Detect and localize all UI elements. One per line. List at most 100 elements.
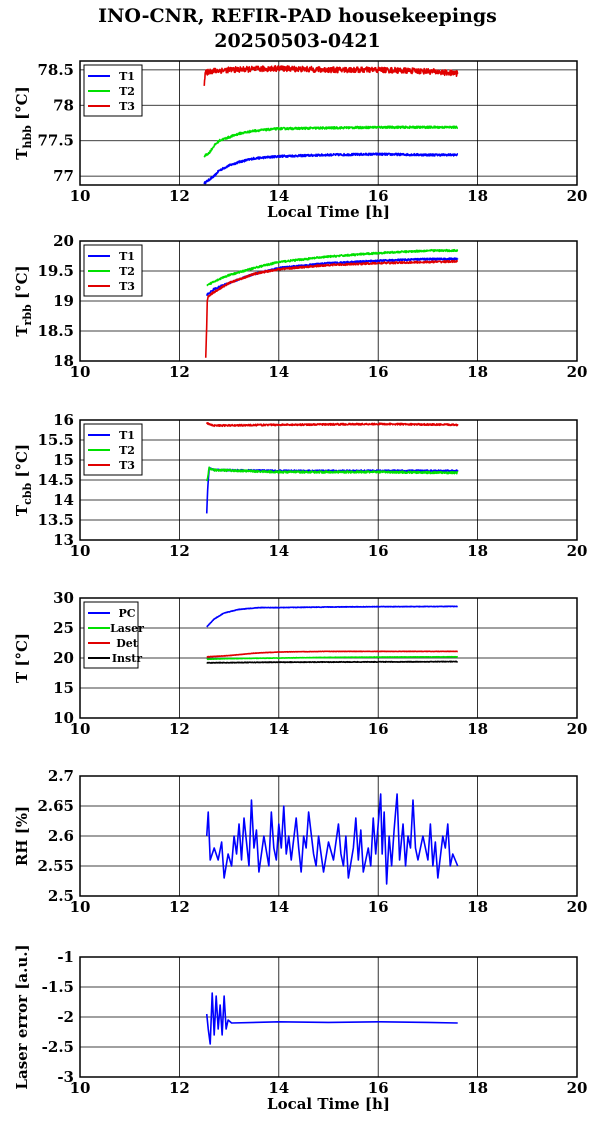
plot-frame [79, 419, 578, 541]
chart-tcbb: 10 12 14 16 18 20 13 13.5 14 14.5 15 15.5 16 Tcbb [°C… [13, 411, 587, 560]
legend-label: Instr [112, 652, 142, 665]
x-tick-label: 12 [169, 187, 190, 205]
series-line-t2 [206, 248, 459, 287]
title-line-2: 20250503-0421 [214, 30, 381, 52]
y-tick-label: 14.5 [37, 471, 74, 489]
legend: T1 T2 T3 [83, 64, 143, 117]
y-tick-label: 20 [53, 649, 74, 667]
x-tick-label: 16 [368, 720, 389, 738]
y-tick-label: 15.5 [37, 431, 74, 449]
x-tick-label: 18 [467, 1079, 488, 1097]
y-tick-label: 2.6 [48, 827, 74, 845]
legend-label: T3 [119, 459, 135, 472]
x-tick-label: 16 [368, 1079, 389, 1097]
series-line-t3 [203, 65, 459, 86]
legend-label: T1 [119, 429, 135, 442]
x-tick-label: 10 [70, 542, 91, 560]
y-tick-label: -2 [57, 1008, 74, 1026]
page-title: INO-CNR, REFIR-PAD housekeepings 2025050… [0, 4, 595, 54]
y-tick-label: 2.55 [37, 857, 74, 875]
x-tick-label: 20 [567, 720, 588, 738]
x-tick-label: 18 [467, 898, 488, 916]
plot-frame [79, 775, 578, 897]
x-tick-label: 16 [368, 542, 389, 560]
y-tick-label: 2.5 [48, 887, 74, 905]
x-tick-label: 20 [567, 542, 588, 560]
series-line-t2 [203, 125, 459, 158]
y-tick-label: 16 [53, 411, 74, 429]
y-tick-label: 2.65 [37, 797, 74, 815]
y-axis-label: Tcbb [°C] [13, 444, 34, 516]
legend-label: T3 [119, 280, 135, 293]
plot-frame [79, 597, 578, 719]
plot-frame [79, 956, 578, 1078]
series-line-laser [206, 655, 459, 661]
y-tick-label: 10 [53, 709, 74, 727]
y-tick-label: 19.5 [37, 262, 74, 280]
y-tick-label: 77 [53, 167, 74, 185]
series-line-t3 [205, 421, 459, 428]
y-tick-label: -1 [57, 948, 74, 966]
series-line-t1 [203, 152, 459, 185]
chart-thbb: 10 12 14 16 18 20 77 77.5 78 78.5 Local Time [h] Th… [13, 60, 588, 221]
x-tick-label: 12 [169, 363, 190, 381]
x-tick-label: 12 [169, 898, 190, 916]
legend: T1 T2 T3 [83, 423, 143, 476]
chart-laser: 10 12 14 16 18 20 -3 -2.5 -2 -1.5 -1 Local Time [h]… [13, 944, 587, 1113]
y-tick-label: 18 [53, 352, 74, 370]
y-tick-label: 78.5 [37, 61, 74, 79]
x-tick-label: 16 [368, 363, 389, 381]
series-line-pc [206, 605, 459, 628]
plot-frame [79, 240, 578, 362]
y-tick-label: 78 [53, 96, 74, 114]
x-tick-label: 10 [70, 720, 91, 738]
y-tick-label: 18.5 [37, 322, 74, 340]
x-axis-label: Local Time [h] [267, 1095, 390, 1113]
y-tick-label: 15 [53, 679, 74, 697]
legend-label: T2 [119, 85, 135, 98]
y-tick-label: 30 [53, 589, 74, 607]
chart-temps: 10 12 14 16 18 20 10 15 20 25 30 T [°C] PC Laser Det In… [13, 589, 587, 738]
x-tick-label: 12 [169, 720, 190, 738]
y-tick-label: -3 [57, 1068, 74, 1086]
x-tick-label: 12 [169, 542, 190, 560]
y-tick-label: 13 [53, 531, 74, 549]
x-tick-label: 18 [467, 542, 488, 560]
y-tick-label: 77.5 [37, 132, 74, 150]
title-line-1: INO-CNR, REFIR-PAD housekeepings [98, 5, 497, 27]
plot-frame [79, 60, 578, 186]
x-tick-label: 10 [70, 1079, 91, 1097]
x-tick-label: 16 [368, 898, 389, 916]
x-tick-label: 10 [70, 898, 91, 916]
series-line-instr [206, 660, 459, 664]
x-tick-label: 18 [467, 720, 488, 738]
series-line-det [206, 650, 459, 658]
series-line-t1 [205, 466, 459, 514]
y-tick-label: 20 [53, 232, 74, 250]
x-tick-label: 18 [467, 187, 488, 205]
legend-label: Laser [110, 622, 144, 635]
x-tick-label: 20 [567, 898, 588, 916]
y-tick-label: 2.7 [48, 767, 74, 785]
x-tick-label: 10 [70, 187, 91, 205]
y-axis-label: RH [%] [13, 806, 31, 866]
y-tick-label: 15 [53, 451, 74, 469]
y-tick-label: 19 [53, 292, 74, 310]
legend-label: T2 [119, 444, 135, 457]
legend: PC Laser Det Instr [83, 601, 144, 669]
x-tick-label: 14 [268, 187, 289, 205]
x-tick-label: 14 [268, 720, 289, 738]
x-tick-label: 20 [567, 187, 588, 205]
x-tick-label: 12 [169, 1079, 190, 1097]
legend-label: Det [116, 637, 139, 650]
legend-label: T1 [119, 70, 135, 83]
legend-box [83, 64, 143, 117]
legend: T1 T2 T3 [83, 244, 143, 297]
y-tick-label: -1.5 [42, 978, 74, 996]
series-line-t2 [205, 466, 459, 482]
y-tick-label: 13.5 [37, 511, 74, 529]
x-tick-label: 14 [268, 542, 289, 560]
y-tick-label: 25 [53, 619, 74, 637]
